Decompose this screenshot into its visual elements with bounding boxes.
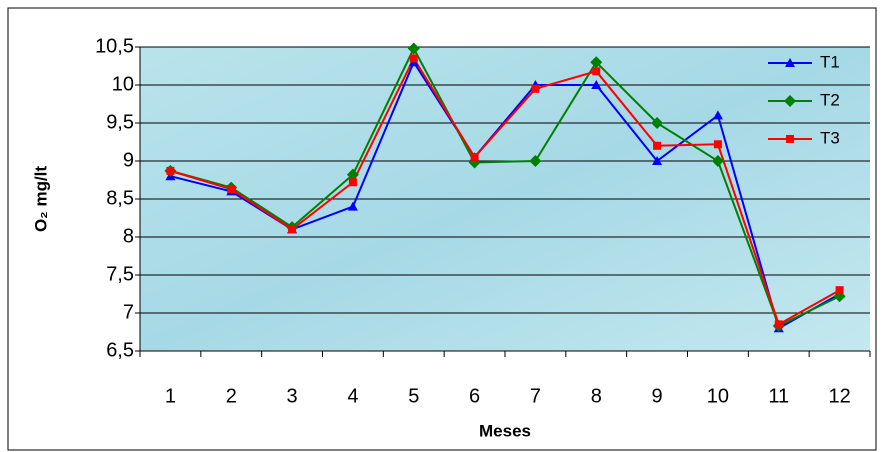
marker	[592, 67, 600, 75]
x-tick-label: 9	[652, 385, 663, 407]
marker	[653, 142, 661, 150]
y-tick-label: 6,5	[106, 339, 134, 361]
marker	[836, 286, 844, 294]
y-tick-label: 8,5	[106, 187, 134, 209]
x-tick-label: 4	[347, 385, 358, 407]
y-tick-label: 7,5	[106, 263, 134, 285]
x-tick-label: 2	[226, 385, 237, 407]
marker	[288, 225, 296, 233]
x-tick-label: 8	[591, 385, 602, 407]
x-tick-label: 12	[828, 385, 850, 407]
x-tick-label: 10	[707, 385, 729, 407]
marker	[786, 135, 794, 143]
legend-label: T1	[820, 52, 840, 71]
legend-label: T3	[820, 128, 840, 147]
marker	[349, 178, 357, 186]
legend-label: T2	[820, 90, 840, 109]
x-axis-label: Meses	[479, 421, 531, 440]
marker	[531, 85, 539, 93]
y-axis-label: O₂ mg/lt	[31, 166, 50, 232]
marker	[166, 167, 174, 175]
x-tick-label: 11	[768, 385, 789, 407]
x-tick-label: 6	[469, 385, 480, 407]
y-tick-label: 9,5	[106, 111, 134, 133]
y-tick-label: 9	[123, 149, 134, 171]
marker	[227, 185, 235, 193]
y-tick-label: 7	[123, 301, 134, 323]
x-tick-label: 3	[287, 385, 298, 407]
marker	[410, 54, 418, 62]
y-tick-label: 8	[123, 225, 134, 247]
marker	[471, 153, 479, 161]
x-tick-label: 7	[530, 385, 541, 407]
marker	[775, 320, 783, 328]
y-tick-label: 10	[112, 73, 134, 95]
y-tick-label: 10,5	[95, 35, 134, 57]
chart: Meses O₂ mg/lt 6,577,588,599,51010,51234…	[0, 0, 885, 452]
x-tick-label: 5	[408, 385, 419, 407]
x-tick-label: 1	[165, 385, 176, 407]
marker	[714, 140, 722, 148]
